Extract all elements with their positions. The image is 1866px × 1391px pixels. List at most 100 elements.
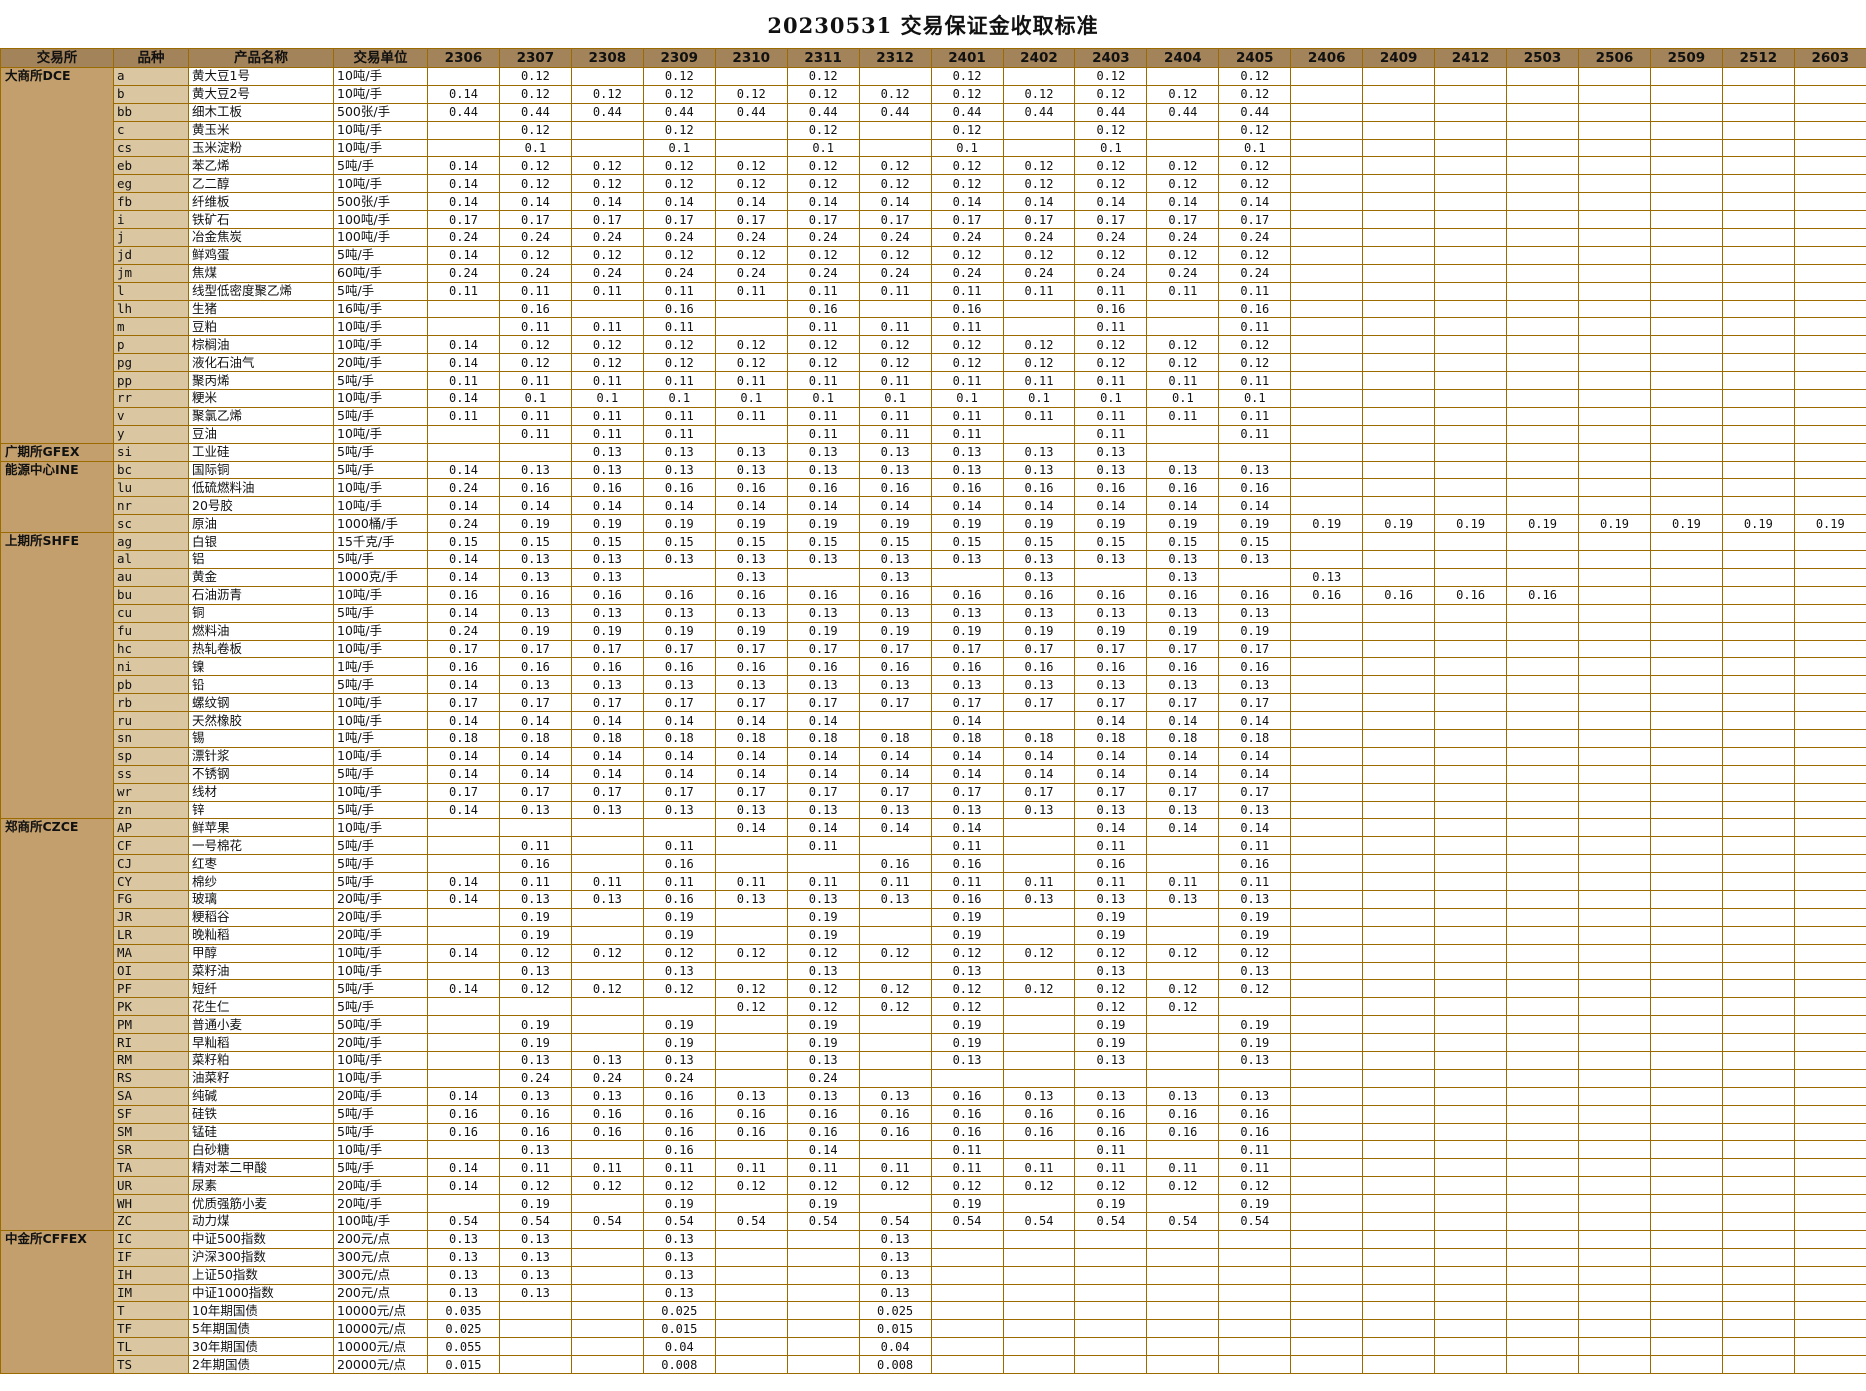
margin-rate-cell[interactable]: 0.13 xyxy=(570,1050,644,1070)
margin-rate-cell[interactable] xyxy=(1649,478,1723,498)
margin-rate-cell[interactable]: 0.1 xyxy=(498,138,572,158)
margin-rate-cell[interactable]: 0.16 xyxy=(930,585,1004,605)
margin-rate-cell[interactable] xyxy=(1290,675,1364,695)
margin-rate-cell[interactable]: 0.14 xyxy=(427,174,500,194)
margin-rate-cell[interactable]: 0.17 xyxy=(427,639,500,659)
margin-rate-cell[interactable]: 0.11 xyxy=(858,406,932,426)
margin-rate-cell[interactable] xyxy=(1506,1337,1579,1357)
margin-rate-cell[interactable]: 0.24 xyxy=(930,228,1004,247)
margin-rate-cell[interactable] xyxy=(858,299,932,319)
margin-rate-cell[interactable]: 0.11 xyxy=(930,281,1004,301)
column-header-contract[interactable]: 2405 xyxy=(1218,48,1292,68)
margin-rate-cell[interactable]: 0.12 xyxy=(498,353,572,373)
margin-rate-cell[interactable] xyxy=(1506,854,1579,874)
margin-rate-cell[interactable] xyxy=(1362,299,1436,319)
margin-rate-cell[interactable] xyxy=(1649,84,1723,104)
margin-rate-cell[interactable] xyxy=(1290,1068,1364,1088)
margin-rate-cell[interactable]: 0.44 xyxy=(714,102,788,122)
margin-rate-cell[interactable] xyxy=(1434,639,1508,659)
margin-rate-cell[interactable]: 0.19 xyxy=(1793,514,1866,534)
margin-rate-cell[interactable]: 0.14 xyxy=(858,496,932,516)
margin-rate-cell[interactable] xyxy=(1793,442,1866,462)
margin-rate-cell[interactable]: 0.18 xyxy=(930,728,1004,748)
margin-rate-cell[interactable] xyxy=(570,1319,644,1339)
margin-rate-cell[interactable]: 0.13 xyxy=(427,1283,500,1303)
margin-rate-cell[interactable]: 0.12 xyxy=(714,245,788,265)
margin-rate-cell[interactable]: 0.16 xyxy=(786,478,860,498)
margin-rate-cell[interactable] xyxy=(1002,997,1076,1017)
trade-unit-cell[interactable]: 500张/手 xyxy=(333,192,428,212)
margin-rate-cell[interactable] xyxy=(1218,1337,1292,1357)
margin-rate-cell[interactable] xyxy=(1793,693,1866,713)
margin-rate-cell[interactable]: 0.14 xyxy=(1074,711,1148,730)
margin-rate-cell[interactable]: 0.12 xyxy=(858,353,932,373)
trade-unit-cell[interactable]: 5吨/手 xyxy=(333,406,428,426)
margin-rate-cell[interactable] xyxy=(1362,889,1436,909)
trade-unit-cell[interactable]: 20吨/手 xyxy=(333,1033,428,1052)
margin-rate-cell[interactable]: 0.16 xyxy=(786,1104,860,1124)
margin-rate-cell[interactable]: 0.24 xyxy=(714,263,788,283)
margin-rate-cell[interactable] xyxy=(1578,836,1651,856)
exchange-cell[interactable]: 大商所DCE xyxy=(0,67,114,444)
margin-rate-cell[interactable]: 0.12 xyxy=(858,174,932,194)
margin-rate-cell[interactable] xyxy=(1362,693,1436,713)
margin-rate-cell[interactable] xyxy=(570,961,644,981)
margin-rate-cell[interactable]: 0.12 xyxy=(642,335,716,355)
margin-rate-cell[interactable]: 0.19 xyxy=(1218,907,1292,927)
margin-rate-cell[interactable]: 0.13 xyxy=(642,442,716,462)
trade-unit-cell[interactable]: 5吨/手 xyxy=(333,1158,428,1178)
margin-rate-cell[interactable] xyxy=(1649,1337,1723,1357)
margin-rate-cell[interactable] xyxy=(1434,675,1508,695)
margin-rate-cell[interactable] xyxy=(1434,800,1508,820)
trade-unit-cell[interactable]: 50吨/手 xyxy=(333,1015,428,1035)
margin-rate-cell[interactable]: 0.17 xyxy=(570,693,644,713)
margin-rate-cell[interactable] xyxy=(1793,1015,1866,1035)
margin-rate-cell[interactable]: 0.16 xyxy=(427,1122,500,1142)
margin-rate-cell[interactable] xyxy=(1506,245,1579,265)
margin-rate-cell[interactable] xyxy=(1434,1283,1508,1303)
margin-rate-cell[interactable]: 0.11 xyxy=(858,424,932,444)
margin-rate-cell[interactable]: 0.16 xyxy=(930,1122,1004,1142)
margin-rate-cell[interactable]: 0.12 xyxy=(1002,245,1076,265)
margin-rate-cell[interactable]: 0.11 xyxy=(642,1158,716,1178)
margin-rate-cell[interactable]: 0.19 xyxy=(858,621,932,641)
margin-rate-cell[interactable] xyxy=(1721,406,1795,426)
margin-rate-cell[interactable] xyxy=(1290,961,1364,981)
product-name-cell[interactable]: 黄大豆1号 xyxy=(188,67,334,86)
margin-rate-cell[interactable] xyxy=(570,854,644,874)
margin-rate-cell[interactable] xyxy=(1578,281,1651,301)
margin-rate-cell[interactable]: 0.14 xyxy=(427,335,500,355)
margin-rate-cell[interactable]: 0.13 xyxy=(498,1247,572,1267)
margin-rate-cell[interactable]: 0.17 xyxy=(1146,782,1220,802)
margin-rate-cell[interactable]: 0.008 xyxy=(642,1355,716,1375)
margin-rate-cell[interactable] xyxy=(1578,84,1651,104)
margin-rate-cell[interactable]: 0.13 xyxy=(714,800,788,820)
margin-rate-cell[interactable] xyxy=(1506,1015,1579,1035)
margin-rate-cell[interactable]: 0.11 xyxy=(1218,1158,1292,1178)
margin-rate-cell[interactable]: 0.11 xyxy=(858,317,932,337)
margin-rate-cell[interactable]: 0.44 xyxy=(1218,102,1292,122)
margin-rate-cell[interactable] xyxy=(1649,1212,1723,1231)
margin-rate-cell[interactable]: 0.17 xyxy=(786,782,860,802)
margin-rate-cell[interactable] xyxy=(786,1319,860,1339)
margin-rate-cell[interactable]: 0.11 xyxy=(1218,371,1292,391)
margin-rate-cell[interactable]: 0.12 xyxy=(930,156,1004,176)
margin-rate-cell[interactable] xyxy=(1578,943,1651,963)
margin-rate-cell[interactable]: 0.44 xyxy=(930,102,1004,122)
margin-rate-cell[interactable]: 0.1 xyxy=(858,389,932,408)
code-cell[interactable]: TA xyxy=(113,1158,189,1178)
margin-rate-cell[interactable] xyxy=(1290,102,1364,122)
margin-rate-cell[interactable] xyxy=(1649,764,1723,784)
margin-rate-cell[interactable] xyxy=(1578,854,1651,874)
trade-unit-cell[interactable]: 5吨/手 xyxy=(333,460,428,480)
margin-rate-cell[interactable] xyxy=(1362,1337,1436,1357)
margin-rate-cell[interactable] xyxy=(1434,389,1508,408)
margin-rate-cell[interactable]: 0.13 xyxy=(498,800,572,820)
margin-rate-cell[interactable]: 0.13 xyxy=(1146,675,1220,695)
trade-unit-cell[interactable]: 10吨/手 xyxy=(333,621,428,641)
margin-rate-cell[interactable] xyxy=(1793,1104,1866,1124)
margin-rate-cell[interactable]: 0.16 xyxy=(1218,478,1292,498)
margin-rate-cell[interactable] xyxy=(714,1337,788,1357)
margin-rate-cell[interactable]: 0.24 xyxy=(427,478,500,498)
margin-rate-cell[interactable] xyxy=(1649,1301,1723,1321)
